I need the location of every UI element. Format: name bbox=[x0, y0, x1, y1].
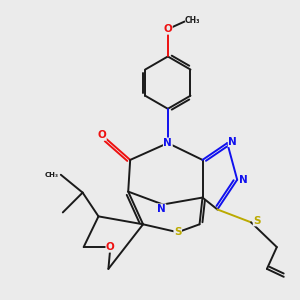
Text: N: N bbox=[157, 204, 166, 214]
Text: S: S bbox=[174, 227, 182, 237]
Text: O: O bbox=[164, 24, 172, 34]
Text: N: N bbox=[239, 175, 248, 185]
Text: N: N bbox=[164, 138, 172, 148]
Text: CH₃: CH₃ bbox=[45, 172, 59, 178]
Text: N: N bbox=[228, 136, 237, 147]
Text: CH₃: CH₃ bbox=[184, 16, 200, 25]
Text: S: S bbox=[253, 216, 261, 226]
Text: O: O bbox=[98, 130, 106, 140]
Text: O: O bbox=[106, 242, 115, 252]
